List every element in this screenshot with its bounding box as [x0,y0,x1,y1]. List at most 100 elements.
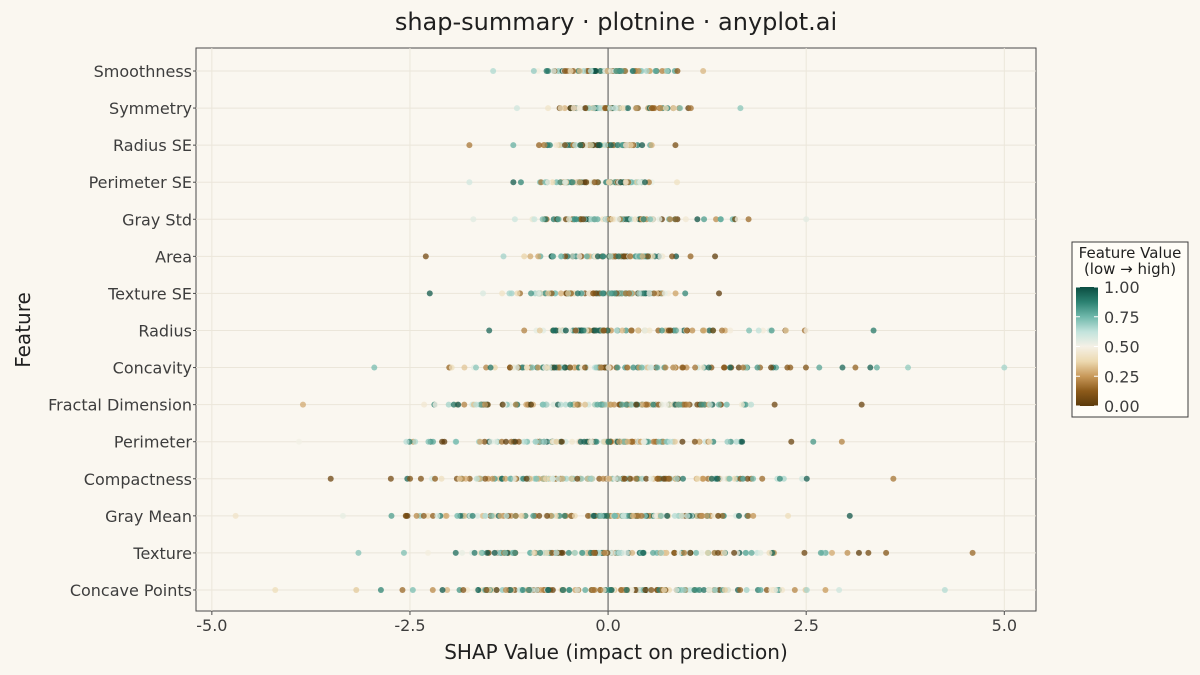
shap-point [719,327,726,334]
shap-point [533,475,540,482]
shap-point [596,549,603,556]
shap-point [550,401,557,408]
shap-point [657,105,664,112]
shap-point [684,512,691,519]
shap-point [567,401,574,408]
colorbar-legend: Feature Value (low → high) 1.00 0.75 0.50 0… [1071,241,1189,418]
shap-point [456,475,463,482]
shap-point [599,290,606,297]
shap-point [594,253,601,260]
shap-point [483,586,490,593]
shap-point [865,549,872,556]
shap-point [562,401,569,408]
shap-point [549,179,556,186]
shap-point [710,512,717,519]
shap-point [587,475,594,482]
shap-point [870,327,877,334]
shap-point [803,475,810,482]
shap-point [417,475,424,482]
shap-point [791,586,798,593]
shap-point [628,327,635,334]
shap-point [537,549,544,556]
shap-point [852,364,859,371]
shap-point [646,327,653,334]
shap-point [591,549,598,556]
y-tick-label: Perimeter SE [89,173,192,192]
shap-point [461,512,468,519]
shap-point [681,549,688,556]
shap-point [439,586,446,593]
shap-point [507,475,514,482]
shap-point [407,475,414,482]
shap-point [577,142,584,149]
shap-point [623,586,630,593]
shap-point [452,549,459,556]
shap-point [576,105,583,112]
shap-point [616,549,623,556]
shap-point [802,364,809,371]
shap-point [502,475,509,482]
shap-point [641,438,647,445]
shap-point [590,105,597,112]
shap-point [482,475,489,482]
shap-point [858,401,865,408]
shap-point [455,401,462,408]
shap-point [461,364,468,371]
shap-point [716,290,723,297]
shap-point [666,475,673,482]
shap-point [296,438,303,445]
shap-point [648,586,655,593]
shap-point [662,364,669,371]
shap-point [653,68,660,74]
shap-point [757,549,764,556]
shap-point [650,549,657,556]
shap-point [646,364,653,371]
shap-point [432,475,439,482]
shap-point [817,549,824,556]
shap-point [650,105,657,112]
shap-point [460,586,467,593]
shap-point [541,438,548,445]
shap-point [510,142,517,149]
shap-point [622,142,629,149]
shap-point [637,179,644,186]
shap-point [783,327,790,334]
shap-point [689,327,696,334]
shap-point [558,290,565,297]
shap-point [605,179,612,186]
shap-point [580,216,587,223]
shap-point [469,512,476,519]
shap-point [587,68,594,74]
shap-point [624,438,631,445]
shap-point [679,364,686,371]
shap-point [671,512,678,519]
shap-point [633,401,640,408]
y-tick-label: Concave Points [70,581,192,600]
shap-point [678,512,685,519]
shap-point [567,364,574,371]
shap-point [512,549,519,556]
shap-point [671,438,678,445]
shap-point [649,253,656,260]
shap-point [719,512,726,519]
shap-point [574,290,581,297]
shap-point [700,475,707,482]
shap-point [658,401,665,408]
shap-point [600,327,607,334]
shap-point [624,364,631,371]
x-axis-tick-labels: -5.0 -2.5 0.0 2.5 5.0 [196,611,1017,635]
x-tick-label: 0.0 [595,616,620,635]
shap-point [587,142,594,149]
shap-point [598,401,605,408]
shap-point [531,216,538,223]
shap-point [694,216,701,223]
shap-point [607,401,614,408]
shap-point [558,253,565,260]
shap-point [785,512,792,519]
shap-point [574,475,581,482]
shap-point [503,512,510,519]
y-tick-label: Gray Mean [105,507,192,526]
shap-point [727,327,734,334]
shap-point [622,179,629,186]
shap-point [429,512,436,519]
